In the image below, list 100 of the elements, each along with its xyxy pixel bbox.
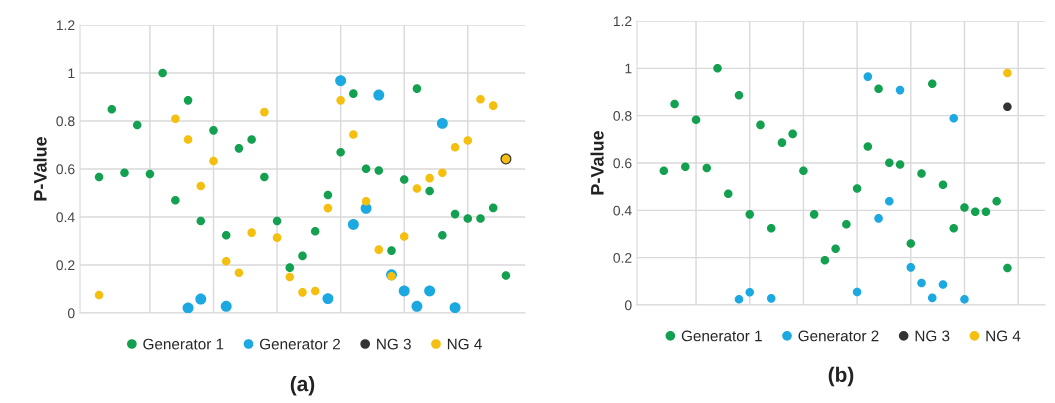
point <box>799 166 808 176</box>
y-axis-title: P-Value <box>590 131 604 195</box>
point <box>670 99 679 109</box>
point <box>399 175 409 184</box>
point <box>906 239 916 248</box>
point <box>107 104 117 114</box>
legend-label: Generator 1 <box>143 338 224 350</box>
point <box>917 169 926 178</box>
point <box>681 162 690 172</box>
point <box>501 271 511 280</box>
y-tick-label: 0.8 <box>56 116 75 127</box>
point <box>424 285 436 297</box>
point <box>247 228 256 237</box>
point <box>171 114 180 124</box>
point <box>949 113 959 123</box>
point <box>450 209 460 219</box>
point <box>209 156 218 166</box>
point <box>917 278 926 288</box>
point <box>183 96 193 105</box>
point <box>94 172 104 182</box>
point <box>323 190 333 200</box>
point <box>221 256 231 266</box>
point <box>949 224 959 233</box>
point <box>322 293 334 305</box>
point <box>335 75 347 87</box>
point <box>777 138 787 147</box>
point <box>938 180 948 190</box>
y-tick-label: 0.4 <box>56 212 75 223</box>
point <box>323 203 333 213</box>
point <box>196 216 206 226</box>
point <box>906 263 916 272</box>
legend-label: Generator 1 <box>681 330 762 342</box>
point <box>449 302 461 313</box>
point <box>361 164 371 174</box>
point <box>183 135 193 144</box>
point <box>938 280 948 289</box>
point <box>734 91 744 100</box>
point <box>488 101 498 110</box>
y-tick-label: 0.8 <box>613 111 632 121</box>
point <box>349 89 358 98</box>
point <box>885 197 894 206</box>
y-tick-label: 0.2 <box>56 260 75 271</box>
y-tick-label: 0.4 <box>613 205 632 216</box>
point <box>195 293 207 305</box>
point <box>425 186 434 196</box>
point <box>399 232 409 241</box>
text: (b) <box>828 366 854 387</box>
point <box>145 169 155 179</box>
point <box>196 181 206 191</box>
y-tick-label: 0 <box>624 300 632 311</box>
legend-label: Generator 2 <box>798 330 879 342</box>
point <box>713 64 722 73</box>
y-tick-label: 1.2 <box>613 16 632 27</box>
point <box>874 84 883 93</box>
point <box>488 203 498 213</box>
point <box>927 293 937 303</box>
point <box>809 210 819 219</box>
point <box>463 214 473 223</box>
point <box>1003 263 1012 273</box>
point <box>272 233 282 242</box>
point <box>438 230 447 240</box>
point <box>336 96 345 105</box>
point <box>260 172 269 182</box>
point <box>412 84 422 93</box>
point <box>285 272 295 282</box>
point <box>398 285 410 297</box>
point <box>132 120 142 130</box>
point <box>171 195 180 205</box>
point <box>788 129 797 139</box>
point <box>766 294 776 303</box>
point <box>310 286 320 296</box>
point <box>234 144 244 153</box>
point <box>1003 102 1012 111</box>
point <box>960 203 969 212</box>
point <box>885 158 894 168</box>
point <box>1003 68 1012 78</box>
y-tick-label: 0.6 <box>56 164 75 175</box>
point <box>831 244 840 253</box>
point <box>374 245 384 254</box>
point <box>387 246 396 255</box>
point <box>723 189 733 199</box>
point <box>94 290 104 300</box>
point <box>272 216 282 226</box>
point <box>411 300 423 312</box>
point <box>349 130 358 139</box>
point <box>895 85 905 95</box>
point <box>209 126 218 135</box>
point <box>298 251 307 261</box>
point <box>476 214 485 223</box>
point <box>734 295 744 304</box>
point <box>234 268 244 277</box>
point <box>981 207 991 217</box>
point <box>361 196 371 206</box>
point <box>960 295 969 304</box>
point <box>463 136 473 145</box>
point <box>691 115 701 124</box>
point <box>895 160 905 169</box>
point <box>874 214 883 223</box>
legend-label: NG 3 <box>915 330 950 342</box>
point <box>260 107 269 117</box>
